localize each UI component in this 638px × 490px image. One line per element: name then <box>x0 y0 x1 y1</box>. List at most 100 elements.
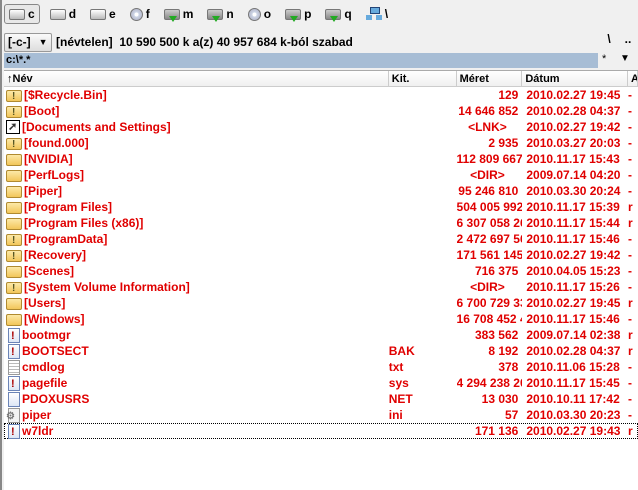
folder-icon <box>6 217 22 230</box>
file-attr: - <box>628 408 633 422</box>
parent-dir-button[interactable]: .. <box>624 32 632 46</box>
file-row[interactable]: [Windows] 16 708 452 479 2010.11.17 15:4… <box>4 311 638 327</box>
drive-button-p[interactable]: p <box>281 4 315 24</box>
file-size: 4 294 238 208 <box>456 376 523 390</box>
file-ext <box>389 247 457 263</box>
file-hidden-icon <box>8 375 20 391</box>
column-attr[interactable]: A <box>628 71 638 86</box>
history-dropdown-button[interactable]: ▼ <box>620 53 630 64</box>
file-row[interactable]: pagefile sys 4 294 238 208 2010.11.17 15… <box>4 375 638 391</box>
file-row[interactable]: [ProgramData] 2 472 697 560 2010.11.17 1… <box>4 231 638 247</box>
file-row[interactable]: [Users] 6 700 729 331 2010.02.27 19:45 r <box>4 295 638 311</box>
filter-button[interactable]: * <box>602 53 607 65</box>
file-list[interactable]: ↑Név Kit. Méret Dátum A [$Recycle.Bin] 1… <box>4 70 638 490</box>
column-size[interactable]: Méret <box>457 71 523 86</box>
file-size: 16 708 452 479 <box>456 312 523 326</box>
file-name: PDOXUSRS <box>22 392 90 406</box>
file-attr: - <box>628 104 633 118</box>
column-ext[interactable]: Kit. <box>389 71 457 86</box>
file-row[interactable]: [Scenes] 716 375 2010.04.05 15:23 - <box>4 263 638 279</box>
drive-button-e[interactable]: e <box>86 4 120 24</box>
file-date: 2010.11.17 15:44 <box>526 216 620 230</box>
drive-button-o[interactable]: o <box>244 4 275 24</box>
file-ext <box>389 263 457 279</box>
column-name[interactable]: ↑Név <box>4 71 389 86</box>
file-row[interactable]: [found.000] 2 935 2010.03.27 20:03 - <box>4 135 638 151</box>
column-date[interactable]: Dátum <box>522 71 629 86</box>
file-ext <box>389 151 457 167</box>
file-attr: r <box>628 200 633 214</box>
file-row[interactable]: PDOXUSRS NET 13 030 2010.10.11 17:42 - <box>4 391 638 407</box>
drive-button-n[interactable]: n <box>203 4 237 24</box>
drive-letter: f <box>145 7 150 21</box>
file-size: 6 307 058 266 <box>456 216 523 230</box>
file-date: 2009.07.14 02:38 <box>526 328 621 342</box>
drive-letter: c <box>28 7 35 21</box>
file-name: [Scenes] <box>24 264 75 278</box>
drive-select-value: [-c-] <box>8 35 31 49</box>
folder-icon <box>6 169 22 182</box>
file-row[interactable]: piper ini 57 2010.03.30 20:23 - <box>4 407 638 423</box>
file-date: 2010.03.30 20:24 <box>526 184 621 198</box>
file-date: 2010.02.28 04:37 <box>526 344 621 358</box>
file-attr: r <box>628 216 633 230</box>
drive-letter: q <box>344 7 352 21</box>
root-dir-button[interactable]: \ <box>607 32 611 46</box>
file-size: 171 561 145 <box>456 248 523 262</box>
file-ext: NET <box>388 392 413 406</box>
folder-icon <box>6 297 22 310</box>
folder-hidden-icon <box>6 89 22 103</box>
file-size: 378 <box>498 360 519 374</box>
file-hidden-icon <box>8 327 20 343</box>
file-attr: - <box>628 248 633 262</box>
file-size: <DIR> <box>470 168 505 182</box>
file-ext: sys <box>388 376 409 390</box>
file-date: 2010.11.17 15:39 <box>526 200 620 214</box>
file-name: [Boot] <box>24 104 60 118</box>
file-row[interactable]: [Recovery] 171 561 145 2010.02.27 19:42 … <box>4 247 638 263</box>
file-date: 2010.02.27 19:45 <box>526 88 621 102</box>
file-row[interactable]: [Documents and Settings] <LNK> 2010.02.2… <box>4 119 638 135</box>
file-name: [found.000] <box>24 136 89 150</box>
file-ext <box>389 87 457 103</box>
file-row[interactable]: [$Recycle.Bin] 129 2010.02.27 19:45 - <box>4 87 638 103</box>
file-row[interactable]: BOOTSECT BAK 8 192 2010.02.28 04:37 r <box>4 343 638 359</box>
file-name: [Users] <box>24 296 66 310</box>
file-ext <box>389 327 457 343</box>
file-attr: - <box>628 184 633 198</box>
file-name: [Windows] <box>24 312 85 326</box>
drive-button-m[interactable]: m <box>160 4 198 24</box>
file-row[interactable]: [PerfLogs] <DIR> 2009.07.14 04:20 - <box>4 167 638 183</box>
file-attr: - <box>628 376 633 390</box>
file-date: 2010.11.17 15:43 <box>526 152 620 166</box>
network-neighborhood-icon <box>365 7 382 21</box>
file-row[interactable]: cmdlog txt 378 2010.11.06 15:28 - <box>4 359 638 375</box>
file-size: 6 700 729 331 <box>456 296 523 310</box>
file-row[interactable]: [Piper] 95 246 810 2010.03.30 20:24 - <box>4 183 638 199</box>
file-row[interactable]: [NVIDIA] 112 809 667 2010.11.17 15:43 - <box>4 151 638 167</box>
folder-icon <box>6 265 22 278</box>
drive-button-network[interactable]: \ <box>362 4 392 24</box>
file-ext <box>389 183 457 199</box>
file-row[interactable]: [Program Files] 504 005 992 2010.11.17 1… <box>4 199 638 215</box>
file-row[interactable]: w7ldr 171 136 2010.02.27 19:43 r <box>4 423 638 439</box>
file-row[interactable]: [Boot] 14 646 852 2010.02.28 04:37 - <box>4 103 638 119</box>
folder-icon <box>6 153 22 166</box>
drive-button-d[interactable]: d <box>46 4 80 24</box>
drive-button-q[interactable]: q <box>321 4 355 24</box>
file-attr: - <box>628 120 633 134</box>
file-attr: - <box>628 232 633 246</box>
file-size: 112 809 667 <box>456 152 523 166</box>
drive-button-f[interactable]: f <box>126 4 154 24</box>
file-ext <box>389 311 457 327</box>
file-ext <box>389 231 457 247</box>
file-row[interactable]: [System Volume Information] <DIR> 2010.1… <box>4 279 638 295</box>
file-date: 2010.11.17 15:45 <box>526 376 620 390</box>
file-row[interactable]: bootmgr 383 562 2009.07.14 02:38 r <box>4 327 638 343</box>
file-row[interactable]: [Program Files (x86)] 6 307 058 266 2010… <box>4 215 638 231</box>
drive-button-c[interactable]: c <box>4 4 40 24</box>
drive-select[interactable]: [-c-] ▼ <box>4 32 52 52</box>
file-size: 129 <box>498 88 519 102</box>
file-ext <box>389 279 457 295</box>
file-size: 57 <box>504 408 519 422</box>
